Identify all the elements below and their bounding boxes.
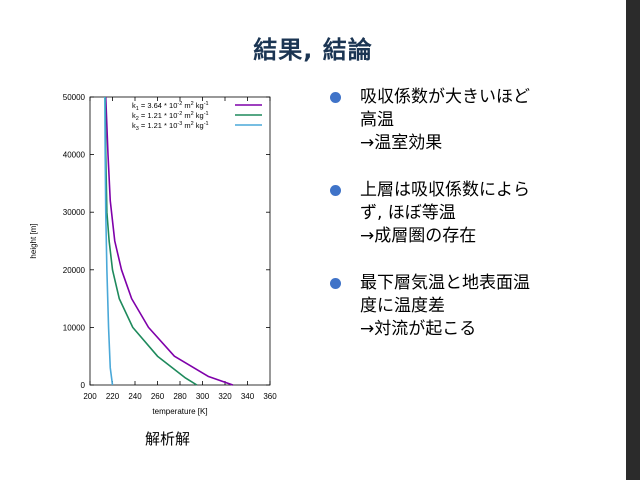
slide-title: 結果, 結論: [253, 36, 373, 64]
bullet-item: 吸収係数が大きいほど 高温 →温室効果: [330, 86, 620, 155]
bullet-dot-icon: [330, 92, 341, 103]
legend-label: k1 = 3.64 * 10-2 m2 kg-1: [132, 101, 209, 112]
series-line-k1: [104, 96, 234, 386]
plot-frame: [89, 96, 271, 386]
x-tick-label: 360: [263, 392, 277, 401]
y-tick-label: 50000: [63, 93, 86, 102]
bullet-list: 吸収係数が大きいほど 高温 →温室効果 上層は吸収係数によら ず, ほぼ等温 →…: [330, 86, 620, 365]
x-tick-label: 240: [128, 392, 142, 401]
bullet-item: 最下層気温と地表面温 度に温度差 →対流が起こる: [330, 272, 620, 341]
legend-label: k3 = 1.21 * 10-3 m2 kg-1: [132, 121, 209, 132]
legend-label: k2 = 1.21 * 10-2 m2 kg-1: [132, 111, 209, 122]
bullet-subtext: →対流が起こる: [360, 319, 477, 339]
bullet-subtext: →成層圏の存在: [360, 226, 477, 246]
bullet-dot-icon: [330, 278, 341, 289]
series-line-k2: [104, 96, 198, 386]
x-axis-label: temperature [K]: [152, 407, 207, 416]
bullet-text: ず, ほぼ等温: [360, 203, 456, 223]
x-tick-label: 220: [106, 392, 120, 401]
y-tick-label: 30000: [63, 208, 86, 217]
bullet-subtext: →温室効果: [360, 133, 443, 153]
bullet-item: 上層は吸収係数によら ず, ほぼ等温 →成層圏の存在: [330, 179, 620, 248]
x-tick-label: 260: [151, 392, 165, 401]
bullet-text: 最下層気温と地表面温: [360, 273, 530, 293]
bullet-text: 上層は吸収係数によら: [360, 180, 530, 200]
bullet-dot-icon: [330, 185, 341, 196]
y-tick-label: 20000: [63, 266, 86, 275]
chart: 200 220 240 260 280 300 320 340 360 0 10000 20000 30…: [20, 80, 295, 420]
y-tick-label: 40000: [63, 151, 86, 160]
x-tick-label: 200: [83, 392, 97, 401]
y-axis-label: height [m]: [29, 223, 38, 258]
chart-caption: 解析解: [145, 430, 191, 448]
slide-edge-band: [626, 0, 640, 480]
bullet-text: 度に温度差: [360, 296, 445, 316]
bullet-text: 高温: [360, 110, 394, 130]
series-line-k3: [104, 96, 114, 386]
x-tick-label: 340: [241, 392, 255, 401]
x-tick-label: 300: [196, 392, 210, 401]
y-tick-label: 10000: [63, 323, 86, 332]
bullet-text: 吸収係数が大きいほど: [360, 87, 530, 107]
chart-svg: 200 220 240 260 280 300 320 340 360 0 10000 20000 30…: [29, 93, 277, 416]
x-tick-label: 280: [173, 392, 187, 401]
x-tick-label: 320: [218, 392, 232, 401]
y-tick-label: 0: [81, 381, 86, 390]
